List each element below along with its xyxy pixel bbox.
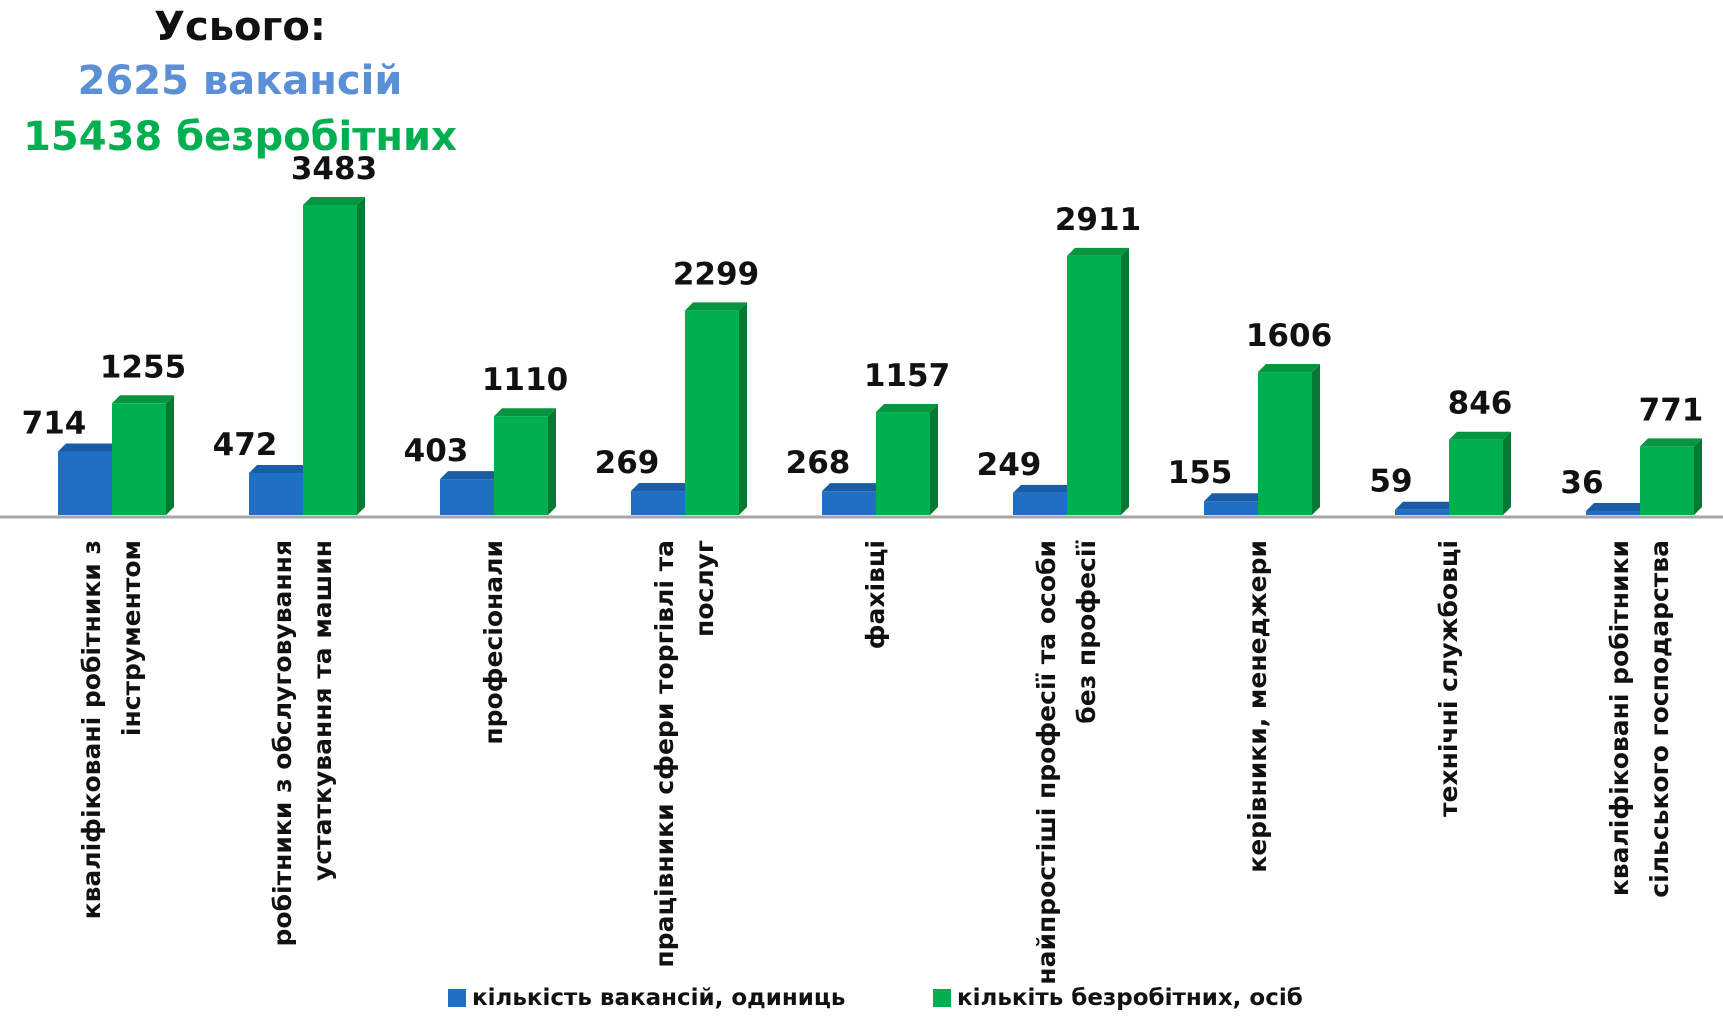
bar-side-s1-7 bbox=[1503, 431, 1511, 515]
category-label-5-line0: найпростіші професії та особи bbox=[1032, 540, 1061, 985]
bar-s0-4 bbox=[822, 491, 876, 515]
bar-s1-0 bbox=[112, 403, 166, 515]
bar-side-s1-5 bbox=[1121, 247, 1129, 515]
bar-side-s1-2 bbox=[548, 408, 556, 515]
data-label-s0-3: 269 bbox=[595, 445, 660, 481]
data-label-s0-7: 59 bbox=[1369, 464, 1412, 500]
category-label-1-line0: робітники з обслуговування bbox=[268, 540, 297, 947]
bar-top-s1-7 bbox=[1449, 431, 1511, 440]
bar-top-s0-0 bbox=[58, 443, 120, 452]
bar-s0-0 bbox=[58, 451, 112, 515]
legend-swatch-unemployed bbox=[933, 989, 951, 1007]
bar-top-s1-6 bbox=[1258, 364, 1320, 373]
bar-s1-8 bbox=[1640, 446, 1694, 515]
category-label-6-line0: керівники, менеджери bbox=[1243, 540, 1272, 873]
bar-s1-7 bbox=[1449, 439, 1503, 515]
data-label-s1-6: 1606 bbox=[1246, 318, 1332, 354]
data-label-s1-3: 2299 bbox=[673, 256, 759, 292]
bar-top-s0-1 bbox=[249, 464, 311, 473]
summary-title: Усього: bbox=[154, 4, 326, 50]
bar-top-s0-5 bbox=[1013, 484, 1075, 493]
bar-s1-1 bbox=[303, 205, 357, 515]
data-label-s1-7: 846 bbox=[1448, 386, 1513, 422]
data-label-s1-1: 3483 bbox=[291, 151, 377, 187]
bar-s0-7 bbox=[1395, 509, 1449, 515]
bar-s1-2 bbox=[494, 416, 548, 515]
data-label-s0-4: 268 bbox=[786, 445, 851, 481]
bar-s0-5 bbox=[1013, 492, 1067, 515]
bar-s1-5 bbox=[1067, 255, 1121, 515]
bar-top-s1-4 bbox=[876, 404, 938, 413]
bar-s0-2 bbox=[440, 479, 494, 515]
bar-side-s1-4 bbox=[930, 404, 938, 515]
bar-top-s0-8 bbox=[1586, 503, 1648, 511]
bar-side-s1-6 bbox=[1312, 364, 1320, 515]
bar-s1-6 bbox=[1258, 372, 1312, 515]
category-label-3-line1: послуг bbox=[690, 540, 719, 637]
data-label-s1-5: 2911 bbox=[1055, 202, 1141, 238]
legend-item-unemployed: кількіть безробітних, осіб bbox=[933, 985, 1303, 1011]
category-label-1-line1: устаткування та машин bbox=[308, 540, 337, 881]
bar-top-s1-1 bbox=[303, 197, 365, 205]
bar-top-s0-3 bbox=[631, 483, 693, 492]
category-label-3-line0: працівники сфери торгівлі та bbox=[650, 540, 679, 968]
data-label-s0-6: 155 bbox=[1168, 455, 1233, 491]
data-label-s0-5: 249 bbox=[977, 447, 1042, 483]
bar-top-s1-5 bbox=[1067, 247, 1129, 256]
bar-top-s0-7 bbox=[1395, 501, 1457, 510]
data-label-s0-1: 472 bbox=[213, 427, 278, 463]
category-label-8-line0: кваліфіковані робітники bbox=[1605, 540, 1634, 896]
category-label-0-line0: кваліфіковані робітники з bbox=[77, 540, 106, 919]
bar-top-s0-4 bbox=[822, 483, 884, 492]
bar-top-s1-0 bbox=[112, 395, 174, 404]
bar-s0-3 bbox=[631, 491, 685, 515]
data-label-s1-2: 1110 bbox=[482, 362, 568, 398]
bar-top-s1-2 bbox=[494, 408, 556, 417]
legend-item-vacancies: кількість вакансій, одиниць bbox=[448, 985, 845, 1011]
data-label-s0-8: 36 bbox=[1560, 465, 1603, 501]
category-label-5-line1: без професії bbox=[1072, 540, 1101, 724]
category-label-4-line0: фахівці bbox=[861, 540, 890, 649]
data-label-s1-8: 771 bbox=[1639, 392, 1704, 428]
bar-s0-8 bbox=[1586, 511, 1640, 515]
category-label-0-line1: інструментом bbox=[117, 540, 146, 736]
summary-unemployed: 15438 безробітних bbox=[23, 114, 457, 160]
bar-s1-4 bbox=[876, 412, 930, 515]
bar-side-s1-1 bbox=[357, 197, 365, 515]
bar-s1-3 bbox=[685, 310, 739, 515]
category-label-2-line0: професіонали bbox=[479, 540, 508, 745]
legend-label-unemployed: кількіть безробітних, осіб bbox=[957, 985, 1303, 1011]
category-label-7-line0: технічні службовці bbox=[1434, 540, 1463, 817]
data-label-s1-0: 1255 bbox=[100, 349, 186, 385]
bar-top-s1-8 bbox=[1640, 438, 1702, 447]
bar-top-s1-3 bbox=[685, 302, 747, 311]
bar-side-s1-8 bbox=[1694, 438, 1702, 515]
bar-side-s1-0 bbox=[166, 395, 174, 515]
category-label-8-line1: сільського господарства bbox=[1645, 540, 1674, 898]
legend-swatch-vacancies bbox=[448, 989, 466, 1007]
legend-label-vacancies: кількість вакансій, одиниць bbox=[472, 985, 846, 1011]
data-label-s0-0: 714 bbox=[22, 405, 87, 441]
bar-s0-1 bbox=[249, 472, 303, 515]
bar-top-s0-6 bbox=[1204, 493, 1266, 502]
data-label-s0-2: 403 bbox=[404, 433, 469, 469]
bar-top-s0-2 bbox=[440, 471, 502, 480]
data-label-s1-4: 1157 bbox=[864, 358, 950, 394]
bar-s0-6 bbox=[1204, 501, 1258, 515]
bar-side-s1-3 bbox=[739, 302, 747, 515]
summary-vacancies: 2625 вакансій bbox=[77, 58, 403, 104]
